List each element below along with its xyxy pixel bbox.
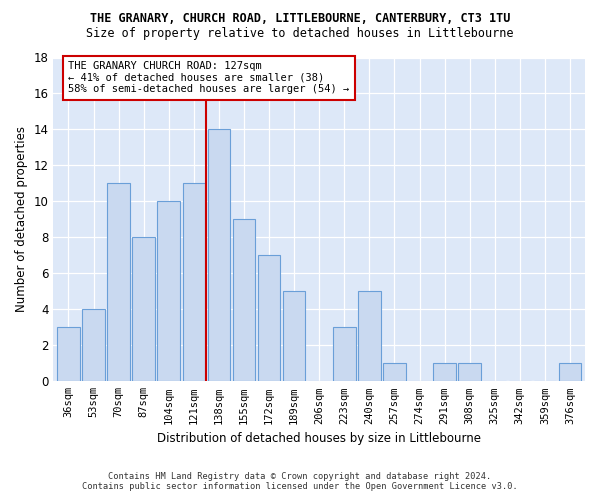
Bar	[82, 310, 105, 382]
Bar	[433, 364, 456, 382]
Bar	[559, 364, 581, 382]
Bar	[383, 364, 406, 382]
Bar	[258, 256, 280, 382]
Bar	[182, 184, 205, 382]
X-axis label: Distribution of detached houses by size in Littlebourne: Distribution of detached houses by size …	[157, 432, 481, 445]
Text: THE GRANARY, CHURCH ROAD, LITTLEBOURNE, CANTERBURY, CT3 1TU: THE GRANARY, CHURCH ROAD, LITTLEBOURNE, …	[90, 12, 510, 26]
Bar	[283, 292, 305, 382]
Bar	[333, 328, 356, 382]
Y-axis label: Number of detached properties: Number of detached properties	[15, 126, 28, 312]
Bar	[57, 328, 80, 382]
Bar	[233, 220, 255, 382]
Bar	[107, 184, 130, 382]
Text: Size of property relative to detached houses in Littlebourne: Size of property relative to detached ho…	[86, 28, 514, 40]
Bar	[458, 364, 481, 382]
Bar	[157, 202, 180, 382]
Text: Contains HM Land Registry data © Crown copyright and database right 2024.
Contai: Contains HM Land Registry data © Crown c…	[82, 472, 518, 491]
Bar	[133, 238, 155, 382]
Bar	[208, 130, 230, 382]
Bar	[358, 292, 380, 382]
Text: THE GRANARY CHURCH ROAD: 127sqm
← 41% of detached houses are smaller (38)
58% of: THE GRANARY CHURCH ROAD: 127sqm ← 41% of…	[68, 61, 350, 94]
